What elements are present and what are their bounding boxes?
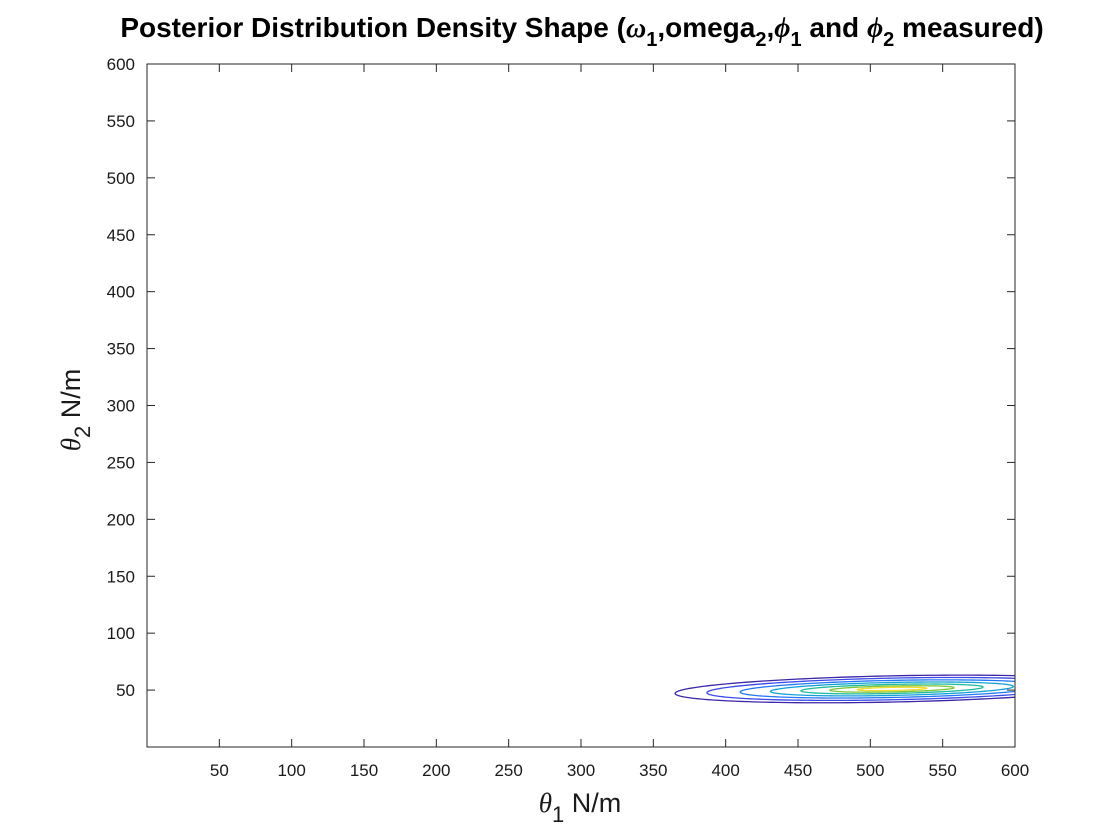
y-tick-label: 250: [107, 453, 135, 472]
x-tick-label: 400: [711, 761, 739, 780]
x-tick-label: 250: [494, 761, 522, 780]
x-tick-label: 150: [350, 761, 378, 780]
y-axis-label: θ2 N/m: [56, 369, 95, 452]
y-tick-label: 150: [107, 567, 135, 586]
contour-level-5: [800, 683, 984, 695]
x-tick-label: 300: [567, 761, 595, 780]
y-tick-label: 550: [107, 112, 135, 131]
contour-level-7: [856, 686, 928, 692]
contour-level-6: [829, 685, 955, 693]
y-tick-label: 400: [107, 283, 135, 302]
y-tick-label: 450: [107, 226, 135, 245]
contour-level-3: [739, 679, 1015, 699]
ticks-group: [147, 63, 1016, 747]
y-tick-label: 600: [107, 55, 135, 74]
x-tick-label: 100: [277, 761, 305, 780]
x-tick-label: 200: [422, 761, 450, 780]
x-tick-label: 500: [856, 761, 884, 780]
y-tick-label: 50: [116, 681, 135, 700]
y-tick-label: 350: [107, 340, 135, 359]
chart-title: Posterior Distribution Density Shape (ω1…: [120, 12, 1043, 51]
contour-level-1: [674, 674, 1015, 704]
y-tick-label: 200: [107, 510, 135, 529]
x-tick-labels: 50 100 150 200 250 300 350 400 450 500 550 600: [210, 761, 1029, 780]
y-tick-label: 100: [107, 624, 135, 643]
contour-group: [674, 674, 1015, 704]
y-tick-labels: 50 100 150 200 250 300 350 400 450 500 550 600: [107, 55, 135, 700]
x-tick-label: 50: [210, 761, 229, 780]
x-tick-label: 600: [1001, 761, 1029, 780]
x-axis-label: θ1 N/m: [539, 788, 622, 827]
x-tick-label: 450: [784, 761, 812, 780]
x-tick-label: 550: [928, 761, 956, 780]
contour-level-4: [769, 681, 1015, 697]
contour-level-2: [706, 676, 1015, 702]
x-tick-label: 350: [639, 761, 667, 780]
plot-area: [147, 64, 1015, 747]
y-tick-label: 300: [107, 397, 135, 416]
y-tick-label: 500: [107, 169, 135, 188]
